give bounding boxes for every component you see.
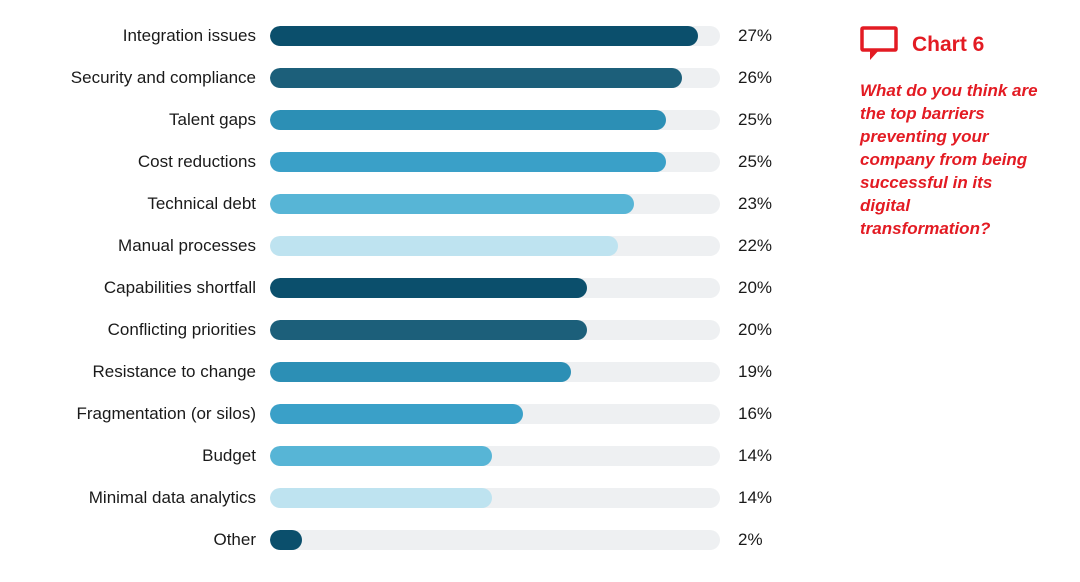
bar-label: Cost reductions [20, 152, 270, 172]
bar-value: 20% [720, 320, 790, 340]
bar-label: Capabilities shortfall [20, 278, 270, 298]
bar-fill [270, 362, 571, 382]
bar-value: 23% [720, 194, 790, 214]
bar-label: Fragmentation (or silos) [20, 404, 270, 424]
bar-label: Security and compliance [20, 68, 270, 88]
bar-track [270, 404, 720, 424]
sidebar-header: Chart 6 [860, 26, 1040, 64]
bar-value: 20% [720, 278, 790, 298]
bar-value: 25% [720, 110, 790, 130]
chart-question: What do you think are the top barriers p… [860, 80, 1040, 241]
bar-value: 14% [720, 446, 790, 466]
bar-track [270, 530, 720, 550]
bar-value: 26% [720, 68, 790, 88]
bar-label: Talent gaps [20, 110, 270, 130]
bar-fill [270, 26, 698, 46]
bar-track [270, 362, 720, 382]
bar-row: Manual processes 22% [20, 230, 820, 262]
bar-track [270, 446, 720, 466]
bar-fill [270, 110, 666, 130]
chart-number: Chart 6 [912, 33, 984, 57]
bar-row: Technical debt 23% [20, 188, 820, 220]
bar-row: Capabilities shortfall 20% [20, 272, 820, 304]
bar-row: Other 2% [20, 524, 820, 556]
bar-row: Security and compliance 26% [20, 62, 820, 94]
bar-label: Other [20, 530, 270, 550]
bar-label: Conflicting priorities [20, 320, 270, 340]
bar-row: Integration issues 27% [20, 20, 820, 52]
bar-track [270, 152, 720, 172]
speech-bubble-icon [860, 26, 900, 64]
bar-row: Fragmentation (or silos) 16% [20, 398, 820, 430]
bar-track [270, 68, 720, 88]
bar-value: 22% [720, 236, 790, 256]
bar-track [270, 194, 720, 214]
bar-fill [270, 68, 682, 88]
bar-label: Integration issues [20, 26, 270, 46]
bar-track [270, 278, 720, 298]
bar-label: Technical debt [20, 194, 270, 214]
bar-track [270, 488, 720, 508]
bar-row: Cost reductions 25% [20, 146, 820, 178]
bar-fill [270, 446, 492, 466]
bar-value: 14% [720, 488, 790, 508]
bar-label: Manual processes [20, 236, 270, 256]
bar-track [270, 236, 720, 256]
bar-row: Talent gaps 25% [20, 104, 820, 136]
bar-value: 27% [720, 26, 790, 46]
bar-fill [270, 488, 492, 508]
bar-value: 2% [720, 530, 790, 550]
bar-track [270, 110, 720, 130]
bar-row: Budget 14% [20, 440, 820, 472]
bar-fill [270, 152, 666, 172]
bar-value: 19% [720, 362, 790, 382]
bar-row: Resistance to change 19% [20, 356, 820, 388]
bar-label: Minimal data analytics [20, 488, 270, 508]
bar-track [270, 26, 720, 46]
bar-chart: Integration issues 27% Security and compli… [20, 20, 820, 562]
bar-fill [270, 404, 523, 424]
sidebar-callout: Chart 6 What do you think are the top ba… [820, 20, 1040, 562]
bar-fill [270, 320, 587, 340]
bar-row: Conflicting priorities 20% [20, 314, 820, 346]
bar-row: Minimal data analytics 14% [20, 482, 820, 514]
bar-value: 16% [720, 404, 790, 424]
bar-fill [270, 236, 618, 256]
bar-label: Budget [20, 446, 270, 466]
bar-value: 25% [720, 152, 790, 172]
bar-fill [270, 278, 587, 298]
bar-label: Resistance to change [20, 362, 270, 382]
bar-fill [270, 194, 634, 214]
bar-fill [270, 530, 302, 550]
bar-track [270, 320, 720, 340]
